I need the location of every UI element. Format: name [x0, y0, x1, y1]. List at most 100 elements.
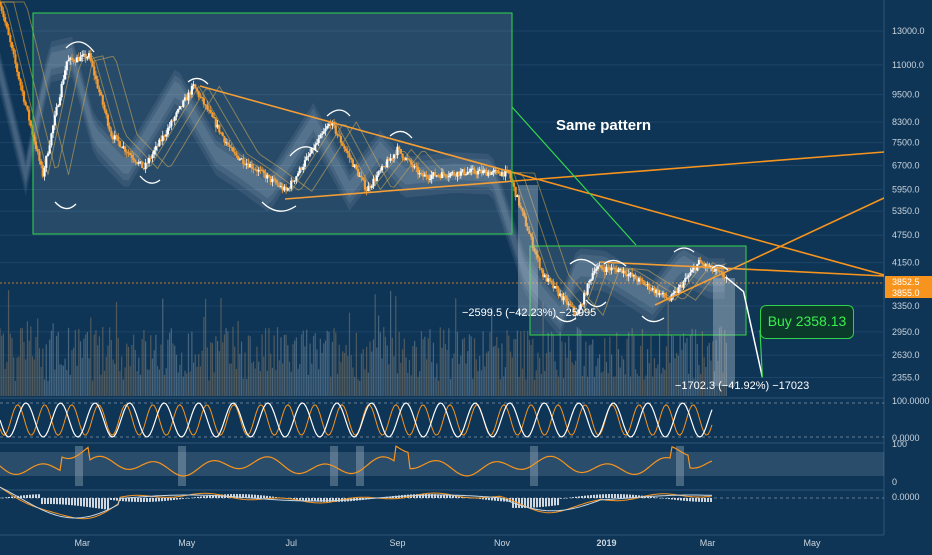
oscillator-tick-label: 100.0000 — [892, 396, 930, 406]
volume-bar — [270, 353, 272, 396]
ma-line-2 — [0, 1, 727, 317]
candle-body — [96, 79, 99, 89]
volume-bar — [693, 378, 695, 396]
candle-body — [634, 275, 637, 280]
candle-body — [516, 195, 519, 198]
curved-arrow-4 — [389, 130, 413, 139]
volume-bar — [162, 298, 164, 396]
volume-bar — [564, 342, 566, 396]
volume-bar — [484, 366, 486, 396]
candle-body — [300, 167, 303, 170]
candle-body — [106, 114, 110, 126]
candle-body — [367, 185, 370, 192]
candle-body — [315, 143, 319, 145]
macd-histogram-bar — [266, 495, 268, 498]
volume-bar — [287, 345, 289, 396]
macd-histogram-bar — [707, 498, 709, 502]
candle-body — [557, 288, 560, 297]
volume-bar — [61, 364, 63, 396]
macd-histogram-bar — [188, 498, 190, 499]
volume-bar — [314, 333, 316, 396]
candle-body — [233, 151, 236, 154]
candle-body — [290, 180, 293, 189]
volume-bar — [571, 362, 573, 396]
volume-bar — [109, 327, 111, 396]
volume-bar — [669, 362, 671, 396]
volume-bar — [364, 369, 366, 396]
candle-body — [324, 128, 327, 132]
measure-shade-2 — [713, 278, 735, 386]
volume-bar — [417, 376, 419, 396]
candle-body — [644, 285, 647, 287]
volume-bar — [330, 376, 332, 396]
candle-body — [75, 57, 79, 63]
volume-bar — [83, 338, 85, 396]
macd-histogram-bar — [599, 494, 601, 498]
candle-body — [430, 175, 433, 180]
candle-body — [420, 172, 423, 174]
macd-histogram-bar — [257, 494, 259, 498]
candle-body — [447, 175, 450, 178]
candle-body — [649, 289, 653, 291]
candle-body — [658, 292, 661, 296]
candle-body — [214, 118, 217, 128]
candle-body — [458, 171, 461, 176]
candle-body — [612, 267, 615, 269]
candle-body — [531, 236, 534, 248]
volume-bar — [715, 339, 717, 396]
volume-bar — [535, 370, 537, 396]
price-tick-label: 8300.0 — [892, 117, 920, 127]
volume-bar — [640, 345, 642, 396]
uptrend-line-long — [284, 151, 884, 200]
macd-histogram-bar — [155, 498, 157, 502]
volume-bar — [85, 334, 87, 396]
projection-path — [725, 277, 764, 378]
macd-histogram-bar — [158, 498, 160, 502]
candle-body — [529, 233, 533, 237]
macd-histogram-bar — [212, 495, 214, 498]
candle-body — [266, 175, 269, 179]
volume-bar — [662, 367, 664, 396]
candle-body — [720, 271, 723, 273]
volume-bar — [698, 365, 700, 396]
candle-body — [540, 268, 543, 270]
volume-bar — [25, 359, 27, 396]
volume-bar — [95, 330, 97, 396]
volume-bar — [2, 333, 5, 396]
downtrend-line — [199, 85, 884, 276]
macd-histogram-bar — [263, 495, 265, 498]
candle-body — [223, 136, 226, 143]
candle-body — [209, 110, 212, 113]
candle-body — [565, 298, 569, 305]
candle-body — [129, 153, 132, 155]
candle-body — [346, 150, 349, 154]
macd-histogram-bar — [68, 498, 70, 505]
candle-body — [538, 257, 541, 269]
candle-body — [149, 157, 152, 159]
macd-histogram-bar — [182, 498, 184, 499]
volume-bar — [331, 341, 333, 396]
volume-bar — [614, 376, 616, 396]
volume-bar — [352, 367, 354, 396]
candle-body — [117, 136, 120, 142]
macd-histogram-bar — [494, 498, 496, 501]
candle-body — [69, 57, 72, 60]
macd-histogram-bar — [608, 494, 610, 498]
time-tick-label: Mar — [700, 538, 716, 548]
candle-body — [440, 172, 444, 179]
candle-body — [689, 272, 692, 276]
volume-bar — [415, 346, 417, 396]
volume-bar — [179, 364, 181, 396]
macd-histogram-bar — [566, 497, 568, 499]
macd-histogram-bar — [695, 498, 697, 502]
volume-bar — [228, 363, 231, 396]
candle-body — [701, 262, 704, 265]
candle-body — [103, 104, 106, 111]
macd-histogram-bar — [260, 495, 262, 498]
candle-body — [65, 61, 68, 71]
volume-bar — [146, 369, 148, 396]
volume-bar — [242, 378, 244, 396]
macd-histogram-bar — [146, 498, 148, 502]
